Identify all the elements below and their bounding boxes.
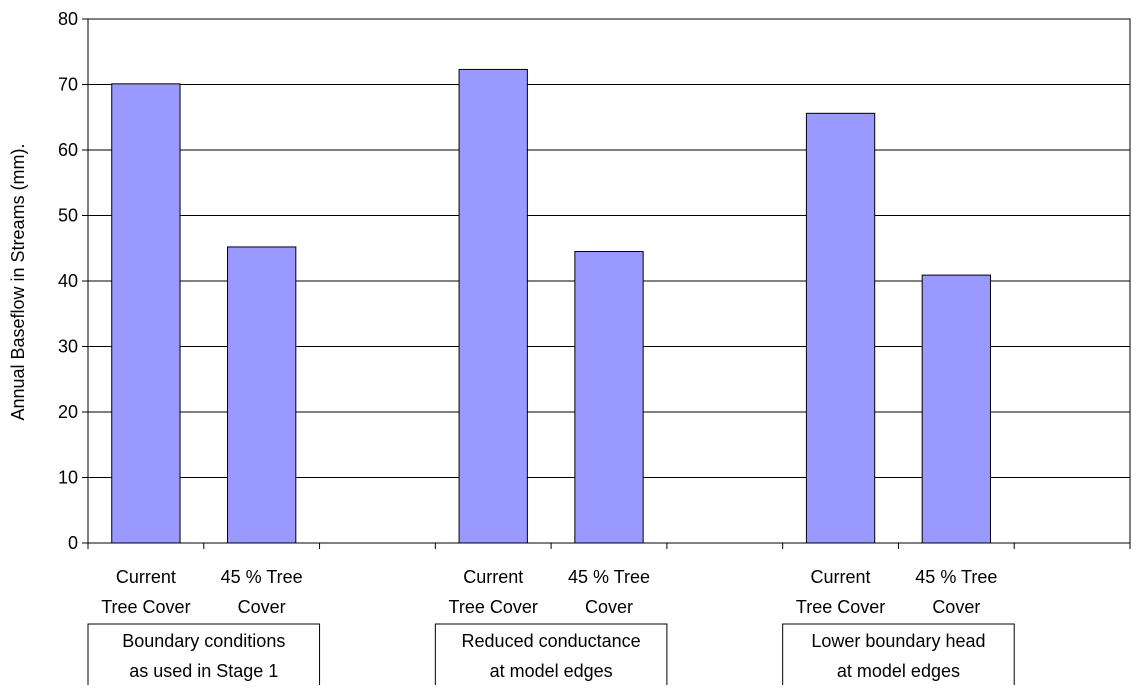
bar	[111, 83, 181, 544]
bar	[805, 112, 876, 544]
y-tick-label: 50	[58, 206, 78, 226]
x-tick-label: Cover	[932, 597, 980, 617]
y-tick-label: 40	[58, 271, 78, 291]
x-tick-label: Tree Cover	[449, 597, 538, 617]
group-label: Reduced conductance	[462, 631, 641, 651]
labels: 0 10 20 30 40 50 60 70 80 Current Tree Cover 45 % T…	[58, 9, 1015, 690]
bar	[921, 274, 991, 544]
y-tick-label: 10	[58, 468, 78, 488]
group-label-box	[782, 623, 1015, 690]
bar	[458, 68, 528, 544]
x-tick-label: 45 % Tree	[221, 567, 303, 587]
x-tick-label: Cover	[238, 597, 286, 617]
y-tick-label: 80	[58, 9, 78, 29]
bar	[574, 251, 644, 544]
x-tick-label: 45 % Tree	[915, 567, 997, 587]
x-tick-label: Current	[116, 567, 176, 587]
y-tick-label: 70	[58, 75, 78, 95]
group-label-box	[87, 623, 321, 690]
x-tick-label: 45 % Tree	[568, 567, 650, 587]
axes	[82, 18, 1131, 549]
x-tick-label: Tree Cover	[796, 597, 885, 617]
group-label: at model edges	[837, 661, 960, 681]
group-label-box	[434, 623, 668, 690]
group-label: as used in Stage 1	[129, 661, 278, 681]
y-tick-label: 20	[58, 402, 78, 422]
x-tick-label: Current	[463, 567, 523, 587]
y-tick-label: 60	[58, 140, 78, 160]
group-label: Lower boundary head	[811, 631, 985, 651]
group-label: Boundary conditions	[122, 631, 285, 651]
group-label: at model edges	[490, 661, 613, 681]
y-tick-label: 30	[58, 337, 78, 357]
bars	[111, 68, 991, 544]
x-tick-label: Tree Cover	[101, 597, 190, 617]
bar	[227, 246, 297, 544]
x-tick-label: Current	[811, 567, 871, 587]
y-axis-title: Annual Baseflow in Streams (mm).	[8, 143, 28, 420]
y-tick-label: 0	[68, 533, 78, 553]
x-tick-label: Cover	[585, 597, 633, 617]
